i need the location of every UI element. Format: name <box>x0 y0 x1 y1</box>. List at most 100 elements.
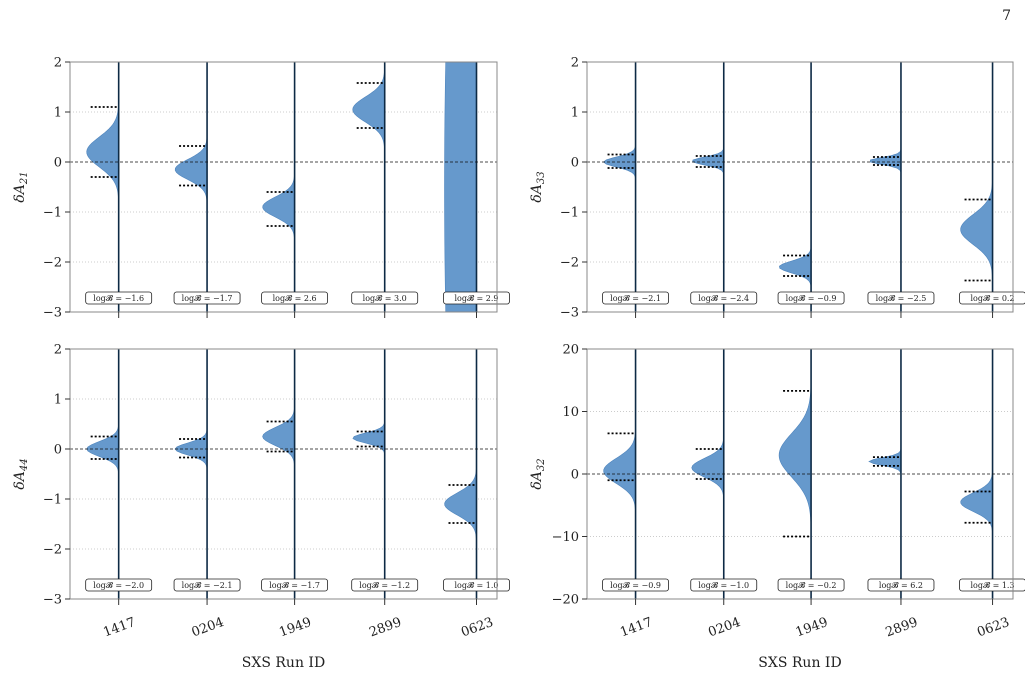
bayes-factor-text: log𝓑 = −2.4 <box>698 294 749 303</box>
violin-0623 <box>444 349 477 599</box>
panels: log𝓑 = −1.6 log𝓑 = −1.7 log𝓑 = 2.6 log𝓑 = 3… <box>12 56 1025 671</box>
y-tick-label: −20 <box>552 593 579 608</box>
y-tick-label: −1 <box>43 206 62 221</box>
violin-1417 <box>86 62 119 312</box>
violin-0204 <box>174 349 208 599</box>
bayes-factor-label: log𝓑 = −0.2 <box>777 578 845 592</box>
bayes-factor-label: log𝓑 = −2.1 <box>173 578 241 592</box>
y-tick-label: 0 <box>571 468 579 483</box>
bayes-factor-label: log𝓑 = 6.2 <box>867 578 935 592</box>
y-tick-label: 1 <box>571 106 579 121</box>
violin-0623 <box>444 62 477 312</box>
page-number: 7 <box>1002 8 1011 24</box>
x-tick-label: 0204 <box>190 615 226 640</box>
y-axis-label: δA32 <box>529 458 547 489</box>
axes-frame <box>69 348 498 600</box>
x-axis-label: SXS Run ID <box>758 655 841 671</box>
bayes-factor-text: log𝓑 = 3.0 <box>363 294 407 303</box>
bayes-factor-text: log𝓑 = −1.2 <box>359 581 410 590</box>
bayes-factor-text: log𝓑 = 6.2 <box>879 581 923 590</box>
y-tick-label: −2 <box>43 543 62 558</box>
y-axis-label: δA44 <box>12 458 30 489</box>
bayes-factor-label: log𝓑 = −0.9 <box>777 291 845 305</box>
bayes-factor-label: log𝓑 = −1.7 <box>261 578 329 592</box>
bayes-factor-text: log𝓑 = 1.3 <box>971 581 1015 590</box>
plot-area <box>86 62 478 312</box>
x-tick-label: 2899 <box>884 615 920 640</box>
y-tick-label: 10 <box>562 405 579 420</box>
y-tick-label: 2 <box>571 56 579 71</box>
bayes-factor-text: log𝓑 = −1.0 <box>698 581 749 590</box>
y-tick-label: 2 <box>54 56 62 71</box>
y-tick-label: 1 <box>54 106 62 121</box>
violin-2899 <box>352 349 385 599</box>
bayes-factor-text: log𝓑 = 2.6 <box>273 294 317 303</box>
bayes-factor-text: log𝓑 = 1.0 <box>454 581 498 590</box>
panel-2: log𝓑 = −2.1 log𝓑 = −2.4 log𝓑 = −0.9 log𝓑 = … <box>529 56 1025 321</box>
x-tick-label: 0623 <box>975 615 1011 640</box>
y-tick-label: 1 <box>54 393 62 408</box>
y-tick-label: −3 <box>43 593 62 608</box>
panel-4: log𝓑 = −0.9 log𝓑 = −1.0 log𝓑 = −0.2 log𝓑 = … <box>529 343 1025 671</box>
bayes-factor-text: log𝓑 = 0.2 <box>971 294 1015 303</box>
bayes-factor-label: log𝓑 = 2.6 <box>261 291 329 305</box>
violin-1949 <box>262 349 295 599</box>
panel-1: log𝓑 = −1.6 log𝓑 = −1.7 log𝓑 = 2.6 log𝓑 = 3… <box>12 56 510 321</box>
bayes-factor-label: log𝓑 = 1.3 <box>959 578 1025 592</box>
violin-0204 <box>692 62 725 312</box>
y-axis-label: δA21 <box>12 171 30 202</box>
x-tick-label: 0623 <box>459 615 495 640</box>
violin-2899 <box>352 62 385 312</box>
plot-area <box>86 349 478 599</box>
y-tick-label: −3 <box>560 306 579 321</box>
y-tick-label: −1 <box>43 493 62 508</box>
violin-1949 <box>779 62 812 312</box>
bayes-factor-label: log𝓑 = 2.9 <box>443 291 510 305</box>
y-tick-label: −2 <box>43 256 62 271</box>
violin-1949 <box>262 62 295 312</box>
bayes-factor-label: log𝓑 = 0.2 <box>959 291 1025 305</box>
x-tick-label: 1949 <box>277 615 313 640</box>
axes-frame <box>586 61 1014 313</box>
y-tick-label: 20 <box>562 343 579 358</box>
bayes-factor-label: log𝓑 = 3.0 <box>351 291 419 305</box>
x-tick-label: 1949 <box>794 615 830 640</box>
violin-1417 <box>86 349 119 599</box>
bayes-factor-label: log𝓑 = −0.9 <box>602 578 669 592</box>
bayes-factor-label: log𝓑 = −2.4 <box>690 291 758 305</box>
x-tick-label: 1417 <box>618 615 654 640</box>
bayes-factor-label: log𝓑 = −1.2 <box>351 578 419 592</box>
y-tick-label: 0 <box>54 443 62 458</box>
violin-0204 <box>174 62 208 312</box>
bayes-factor-text: log𝓑 = −0.9 <box>786 294 837 303</box>
bayes-factor-text: log𝓑 = −1.7 <box>182 294 233 303</box>
x-tick-label: 0204 <box>706 615 742 640</box>
x-axis-label: SXS Run ID <box>242 655 325 671</box>
bayes-factor-text: log𝓑 = −2.1 <box>182 581 233 590</box>
y-tick-label: −2 <box>560 256 579 271</box>
y-tick-label: −3 <box>43 306 62 321</box>
y-tick-label: 0 <box>54 156 62 171</box>
x-tick-label: 2899 <box>367 615 403 640</box>
y-axis-label: δA33 <box>529 171 547 202</box>
bayes-factor-text: log𝓑 = −2.0 <box>93 581 144 590</box>
bayes-factor-label: log𝓑 = −2.5 <box>867 291 935 305</box>
bayes-factor-label: log𝓑 = −2.1 <box>602 291 669 305</box>
bayes-factor-label: log𝓑 = −1.0 <box>690 578 758 592</box>
bayes-factor-label: log𝓑 = −1.7 <box>173 291 241 305</box>
bayes-factor-text: log𝓑 = −1.7 <box>269 581 320 590</box>
bayes-factor-label: log𝓑 = −2.0 <box>85 578 153 592</box>
violin-0623 <box>960 62 993 312</box>
violin-1417 <box>603 62 636 312</box>
bayes-factor-text: log𝓑 = −2.5 <box>876 294 927 303</box>
bayes-factor-text: log𝓑 = −0.2 <box>786 581 837 590</box>
plot-area <box>603 62 994 312</box>
y-tick-label: −10 <box>552 530 579 545</box>
y-tick-label: 2 <box>54 343 62 358</box>
bayes-factor-label: log𝓑 = 1.0 <box>443 578 510 592</box>
axes-frame <box>69 61 498 313</box>
x-tick-label: 1417 <box>101 615 137 640</box>
bayes-factor-text: log𝓑 = −2.1 <box>610 294 661 303</box>
bayes-factor-text: log𝓑 = −1.6 <box>93 294 144 303</box>
